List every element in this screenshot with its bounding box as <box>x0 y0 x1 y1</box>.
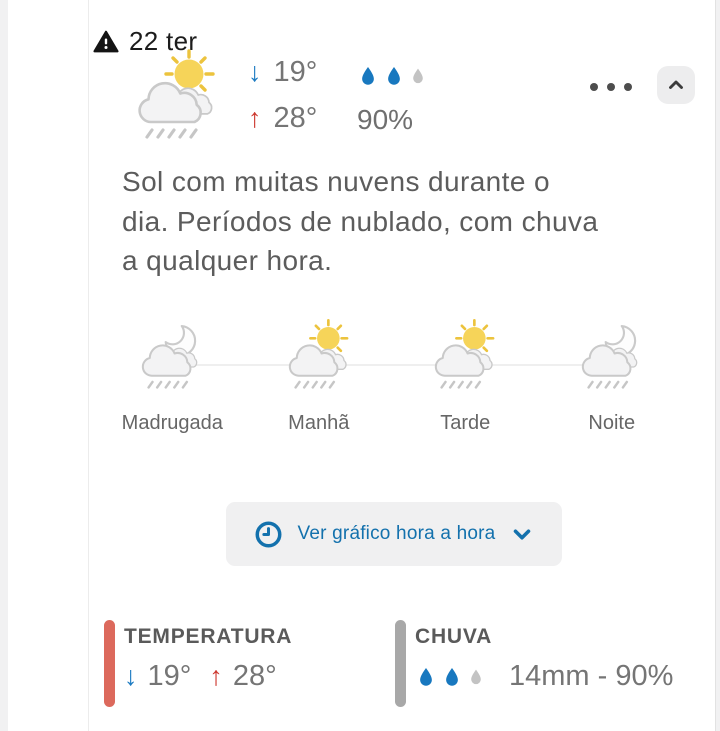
min-temperature-value: 19° <box>273 56 318 88</box>
alert-warning-icon <box>93 29 119 55</box>
temperature-summary: ↓ 19° ↑ 28° <box>248 58 317 133</box>
arrow-up-icon: ↑ <box>248 103 262 133</box>
sun-clouds-rain-icon <box>124 48 230 148</box>
dot-icon <box>624 83 632 91</box>
clock-icon <box>253 519 284 550</box>
temperature-stat-title: TEMPERATURA <box>124 625 293 648</box>
drop-icon <box>357 65 379 87</box>
rain-drops-icon <box>415 666 485 688</box>
day-header[interactable]: 22 ter <box>93 26 197 57</box>
drop-icon <box>383 65 405 87</box>
rain-accent-bar <box>395 620 406 707</box>
forecast-description: Sol com muitas nuvens durante o dia. Per… <box>122 166 599 276</box>
drop-icon-inactive <box>467 668 485 686</box>
stat-max-temperature: 28° <box>232 660 277 692</box>
collapse-card-button[interactable] <box>657 66 695 104</box>
stat-min-temperature: 19° <box>147 660 192 692</box>
max-temp-pair: ↑ 28° <box>248 104 317 133</box>
drop-icon <box>441 666 463 688</box>
period-manha: Manhã <box>246 318 393 435</box>
rain-probability-summary: 90% <box>357 64 427 136</box>
forecast-day-card: 22 ter ↓ 19° ↑ 28° 90% Sol com muitas nu… <box>8 0 716 731</box>
period-label: Manhã <box>288 412 350 434</box>
period-madrugada: Madrugada <box>99 318 246 435</box>
period-label: Noite <box>588 412 636 434</box>
min-temp-pair: ↓ 19° <box>248 58 317 87</box>
sun-cloud-rain-icon <box>278 318 360 396</box>
temperature-stat-block: TEMPERATURA ↓ 19° ↑ 28° <box>104 620 292 707</box>
timeline-divider <box>88 0 89 731</box>
drop-icon <box>415 666 437 688</box>
temperature-accent-bar <box>104 620 115 707</box>
hourly-chart-label: Ver gráfico hora a hora <box>297 523 496 544</box>
more-options-button[interactable] <box>582 74 640 100</box>
moon-cloud-rain-icon <box>131 318 213 396</box>
rain-probability-value: 90% <box>357 104 414 135</box>
rain-drops-icon <box>357 64 427 88</box>
stat-max-temp-pair: ↑ 28° <box>209 662 276 691</box>
rain-amount-value: 14mm - 90% <box>509 660 674 692</box>
stat-min-temp-pair: ↓ 19° <box>124 662 191 691</box>
moon-cloud-rain-icon <box>571 318 653 396</box>
period-label: Tarde <box>440 412 491 434</box>
chevron-up-icon <box>664 73 688 97</box>
arrow-up-icon: ↑ <box>209 661 223 691</box>
day-date-label: 22 ter <box>129 26 198 56</box>
sun-cloud-rain-icon <box>424 318 506 396</box>
chevron-down-icon <box>509 521 535 547</box>
hourly-chart-button[interactable]: Ver gráfico hora a hora <box>226 502 562 566</box>
drop-icon-inactive <box>409 67 427 85</box>
period-noite: Noite <box>539 318 686 435</box>
arrow-down-icon: ↓ <box>248 57 262 87</box>
periods-connector-line <box>168 364 618 366</box>
period-tarde: Tarde <box>392 318 539 435</box>
arrow-down-icon: ↓ <box>124 661 138 691</box>
dot-icon <box>590 83 598 91</box>
dot-icon <box>607 83 615 91</box>
max-temperature-value: 28° <box>273 102 318 134</box>
period-label: Madrugada <box>121 412 223 434</box>
rain-stat-title: CHUVA <box>415 625 493 648</box>
day-periods-row: Madrugada Manhã Tarde Noite <box>99 318 685 435</box>
rain-stat-block: CHUVA 14mm - 90% <box>395 620 673 707</box>
